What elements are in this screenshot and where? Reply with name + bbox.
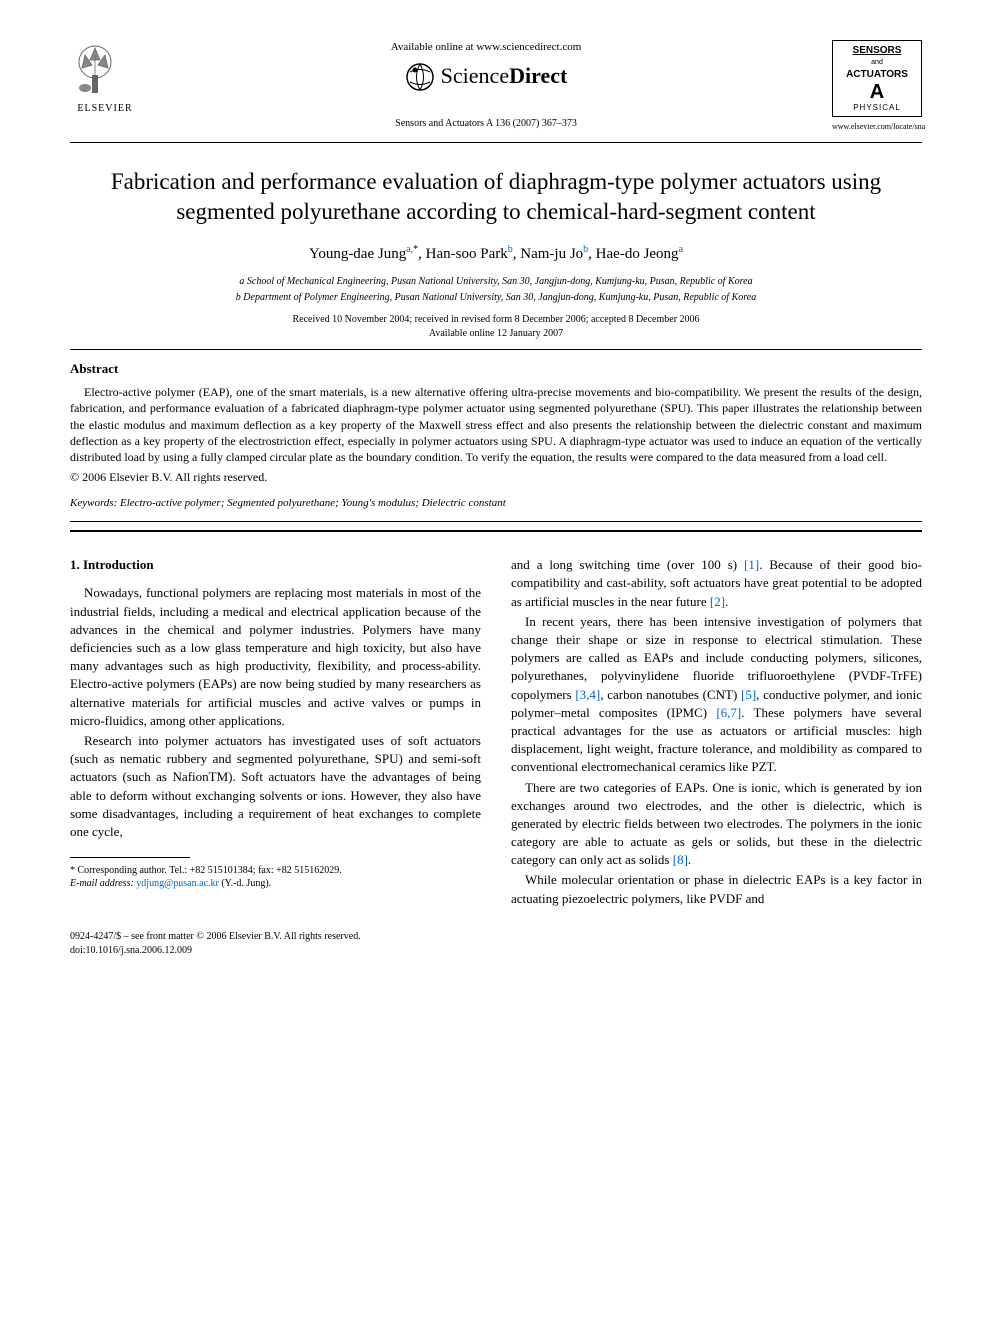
abstract-body: Electro-active polymer (EAP), one of the… (70, 384, 922, 465)
rule-thick (70, 530, 922, 532)
footnote-email-link[interactable]: ydjung@pusan.ac.kr (134, 878, 219, 889)
footnote-separator (70, 857, 190, 858)
ref-5[interactable]: [5] (741, 687, 756, 702)
rule-abstract-top (70, 349, 922, 350)
section-1-p4: In recent years, there has been intensiv… (511, 613, 922, 777)
footer-line2: doi:10.1016/j.sna.2006.12.009 (70, 944, 922, 958)
affiliation-a: a School of Mechanical Engineering, Pusa… (70, 275, 922, 289)
affiliation-b: b Department of Polymer Engineering, Pus… (70, 291, 922, 305)
section-1-p1: Nowadays, functional polymers are replac… (70, 584, 481, 730)
journal-logo: SENSORS and ACTUATORS A PHYSICAL www.els… (832, 40, 922, 132)
p3-c: . (725, 594, 728, 609)
journal-box-a: A (838, 82, 916, 102)
column-left: 1. Introduction Nowadays, functional pol… (70, 556, 481, 910)
sciencedirect-orb-icon (405, 62, 435, 92)
article-title: Fabrication and performance evaluation o… (110, 167, 882, 227)
abstract-heading: Abstract (70, 360, 922, 378)
authors: Young-dae Junga,*, Han-soo Parkb, Nam-ju… (70, 243, 922, 265)
footnote-email: E-mail address: ydjung@pusan.ac.kr (Y.-d… (70, 877, 481, 890)
journal-box: SENSORS and ACTUATORS A PHYSICAL (832, 40, 922, 117)
journal-box-line2: ACTUATORS (838, 68, 916, 82)
keywords: Keywords: Electro-active polymer; Segmen… (70, 496, 922, 511)
rule-abstract-bottom (70, 521, 922, 522)
author-3: , Nam-ju Jo (513, 246, 583, 262)
article-dates: Received 10 November 2004; received in r… (70, 313, 922, 341)
author-4-sup: a (679, 244, 683, 255)
footnote-email-suffix: (Y.-d. Jung). (219, 878, 271, 889)
footer-line1: 0924-4247/$ – see front matter © 2006 El… (70, 930, 922, 944)
author-4: , Hae-do Jeong (588, 246, 678, 262)
author-2: , Han-soo Park (418, 246, 508, 262)
dates-available: Available online 12 January 2007 (70, 327, 922, 341)
p5-a: There are two categories of EAPs. One is… (511, 780, 922, 868)
footnote-email-label: E-mail address: (70, 878, 134, 889)
footnote-corresponding: * Corresponding author. Tel.: +82 515101… (70, 864, 481, 877)
footer: 0924-4247/$ – see front matter © 2006 El… (70, 930, 922, 958)
body-columns: 1. Introduction Nowadays, functional pol… (70, 556, 922, 910)
sciencedirect-logo: ScienceDirect (405, 61, 568, 92)
ref-6-7[interactable]: [6,7] (716, 705, 741, 720)
author-1: Young-dae Jung (309, 246, 406, 262)
elsevier-label: ELSEVIER (70, 102, 140, 116)
sd-direct: Direct (509, 63, 567, 88)
keywords-label: Keywords: (70, 497, 117, 509)
abstract-copyright: © 2006 Elsevier B.V. All rights reserved… (70, 469, 922, 486)
section-1-heading: 1. Introduction (70, 556, 481, 574)
sciencedirect-text: ScienceDirect (441, 61, 568, 92)
section-1-p3: and a long switching time (over 100 s) [… (511, 556, 922, 611)
section-1-p2: Research into polymer actuators has inve… (70, 732, 481, 841)
ref-3-4[interactable]: [3,4] (575, 687, 600, 702)
journal-url: www.elsevier.com/locate/sna (832, 121, 922, 132)
rule-top (70, 142, 922, 143)
section-1-p6: While molecular orientation or phase in … (511, 871, 922, 907)
ref-8[interactable]: [8] (673, 852, 688, 867)
p5-b: . (688, 852, 691, 867)
column-right: and a long switching time (over 100 s) [… (511, 556, 922, 910)
header-center: Available online at www.sciencedirect.co… (140, 40, 832, 131)
section-1-p5: There are two categories of EAPs. One is… (511, 779, 922, 870)
available-online-text: Available online at www.sciencedirect.co… (140, 40, 832, 55)
journal-box-line3: PHYSICAL (838, 102, 916, 113)
sd-science: Science (441, 63, 509, 88)
keywords-text: Electro-active polymer; Segmented polyur… (117, 497, 505, 509)
ref-2[interactable]: [2] (710, 594, 725, 609)
p4-b: , carbon nanotubes (CNT) (600, 687, 741, 702)
elsevier-logo: ELSEVIER (70, 40, 140, 116)
elsevier-tree-icon (70, 40, 120, 95)
p3-a: and a long switching time (over 100 s) (511, 557, 744, 572)
journal-box-line1: SENSORS (838, 44, 916, 58)
header-row: ELSEVIER Available online at www.science… (70, 40, 922, 132)
dates-received: Received 10 November 2004; received in r… (70, 313, 922, 327)
journal-box-and: and (838, 58, 916, 68)
ref-1[interactable]: [1] (744, 557, 759, 572)
journal-reference: Sensors and Actuators A 136 (2007) 367–3… (140, 117, 832, 131)
